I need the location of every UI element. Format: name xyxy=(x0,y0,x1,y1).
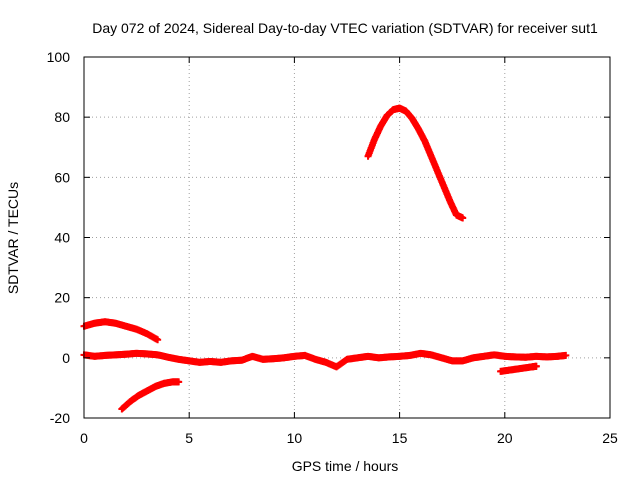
x-tick-label: 15 xyxy=(392,430,408,446)
y-tick-label: 60 xyxy=(54,169,70,185)
x-tick-label: 20 xyxy=(497,430,513,446)
y-tick-label: 80 xyxy=(54,109,70,125)
y-tick-label: 0 xyxy=(62,350,70,366)
data-points xyxy=(80,104,570,413)
x-tick-label: 10 xyxy=(287,430,303,446)
series-early-lower-arc xyxy=(118,378,183,413)
series-near-zero-band xyxy=(80,349,570,371)
series-midday-arc xyxy=(364,104,467,222)
y-tick-label: 40 xyxy=(54,230,70,246)
data-point xyxy=(532,362,540,370)
data-point xyxy=(562,351,570,359)
axis-ticks: 0 5 10 15 20 25 -20 0 20 40 60 80 100 xyxy=(47,49,618,446)
x-tick-label: 25 xyxy=(602,430,618,446)
data-point xyxy=(175,378,183,386)
y-tick-label: -20 xyxy=(50,410,70,426)
y-axis-label: SDTVAR / TECUs xyxy=(5,182,21,294)
series-early-upper-arc xyxy=(80,318,162,344)
x-tick-label: 5 xyxy=(185,430,193,446)
x-tick-label: 0 xyxy=(80,430,88,446)
y-tick-label: 100 xyxy=(47,49,71,65)
chart-title: Day 072 of 2024, Sidereal Day-to-day VTE… xyxy=(92,20,598,36)
y-tick-label: 20 xyxy=(54,290,70,306)
x-axis-label: GPS time / hours xyxy=(292,458,399,474)
series-late-lower-segment xyxy=(497,362,540,375)
data-point xyxy=(154,336,162,344)
data-point xyxy=(459,214,467,222)
